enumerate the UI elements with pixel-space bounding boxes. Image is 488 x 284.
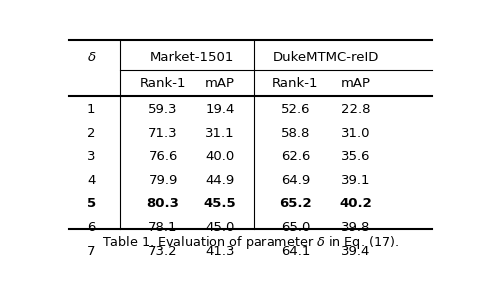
Text: 3: 3 xyxy=(87,150,96,163)
Text: 41.3: 41.3 xyxy=(205,245,235,258)
Text: 79.9: 79.9 xyxy=(148,174,178,187)
Text: 76.6: 76.6 xyxy=(148,150,178,163)
Text: 39.4: 39.4 xyxy=(341,245,371,258)
Text: 35.6: 35.6 xyxy=(341,150,371,163)
Text: 7: 7 xyxy=(87,245,96,258)
Text: Rank-1: Rank-1 xyxy=(140,77,186,90)
Text: 40.2: 40.2 xyxy=(340,197,372,210)
Text: 22.8: 22.8 xyxy=(341,103,371,116)
Text: 71.3: 71.3 xyxy=(148,127,178,140)
Text: 2: 2 xyxy=(87,127,96,140)
Text: 80.3: 80.3 xyxy=(147,197,180,210)
Text: 39.1: 39.1 xyxy=(341,174,371,187)
Text: 1: 1 xyxy=(87,103,96,116)
Text: 39.8: 39.8 xyxy=(341,221,371,234)
Text: 45.5: 45.5 xyxy=(203,197,236,210)
Text: mAP: mAP xyxy=(205,77,235,90)
Text: 78.1: 78.1 xyxy=(148,221,178,234)
Text: 4: 4 xyxy=(87,174,96,187)
Text: 52.6: 52.6 xyxy=(281,103,310,116)
Text: 5: 5 xyxy=(87,197,96,210)
Text: 31.0: 31.0 xyxy=(341,127,371,140)
Text: DukeMTMC-reID: DukeMTMC-reID xyxy=(273,51,379,64)
Text: Rank-1: Rank-1 xyxy=(272,77,319,90)
Text: 45.0: 45.0 xyxy=(205,221,235,234)
Text: 73.2: 73.2 xyxy=(148,245,178,258)
Text: mAP: mAP xyxy=(341,77,371,90)
Text: 64.9: 64.9 xyxy=(281,174,310,187)
Text: 62.6: 62.6 xyxy=(281,150,310,163)
Text: 65.0: 65.0 xyxy=(281,221,310,234)
Text: 19.4: 19.4 xyxy=(205,103,235,116)
Text: 64.1: 64.1 xyxy=(281,245,310,258)
Text: 6: 6 xyxy=(87,221,96,234)
Text: 44.9: 44.9 xyxy=(205,174,234,187)
Text: Market-1501: Market-1501 xyxy=(149,51,234,64)
Text: 58.8: 58.8 xyxy=(281,127,310,140)
Text: 59.3: 59.3 xyxy=(148,103,178,116)
Text: 31.1: 31.1 xyxy=(205,127,235,140)
Text: 40.0: 40.0 xyxy=(205,150,234,163)
Text: Table 1. Evaluation of parameter $\delta$ in Eq. (17).: Table 1. Evaluation of parameter $\delta… xyxy=(102,234,399,251)
Text: $\delta$: $\delta$ xyxy=(86,51,96,64)
Text: 65.2: 65.2 xyxy=(279,197,312,210)
